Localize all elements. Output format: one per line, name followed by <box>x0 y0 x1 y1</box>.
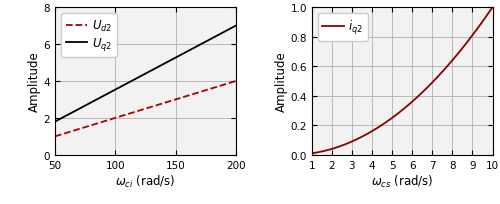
$U_{q2}$ <box>139 75 145 77</box>
$i_{q2}$ <box>490 7 496 9</box>
$U_{d2}$ <box>52 135 58 138</box>
Line: $i_{q2}$: $i_{q2}$ <box>312 8 492 154</box>
$U_{d2}$ <box>233 80 239 83</box>
$U_{d2}$ <box>139 109 145 111</box>
$i_{q2}$ <box>416 94 422 97</box>
Y-axis label: Amplitude: Amplitude <box>28 51 40 112</box>
$i_{q2}$ <box>457 51 463 53</box>
$U_{d2}$ <box>160 103 166 105</box>
$U_{d2}$ <box>150 106 156 108</box>
X-axis label: $\omega_{cs}$ (rad/s): $\omega_{cs}$ (rad/s) <box>371 173 434 189</box>
$i_{q2}$ <box>406 103 412 106</box>
$U_{q2}$ <box>233 25 239 28</box>
$i_{q2}$ <box>396 112 402 115</box>
Line: $U_{d2}$: $U_{d2}$ <box>55 82 236 137</box>
$U_{q2}$ <box>150 69 156 72</box>
$i_{q2}$ <box>394 113 400 115</box>
$i_{q2}$ <box>485 13 491 16</box>
$U_{d2}$ <box>228 82 234 84</box>
$U_{q2}$ <box>52 121 58 123</box>
$i_{q2}$ <box>308 152 314 155</box>
Line: $U_{q2}$: $U_{q2}$ <box>55 27 236 122</box>
$U_{d2}$ <box>138 109 144 112</box>
X-axis label: $\omega_{ci}$ (rad/s): $\omega_{ci}$ (rad/s) <box>115 173 176 189</box>
$U_{d2}$ <box>200 90 206 93</box>
Legend: $U_{d2}$, $U_{q2}$: $U_{d2}$, $U_{q2}$ <box>61 14 116 58</box>
Legend: $i_{q2}$: $i_{q2}$ <box>318 14 368 41</box>
$U_{q2}$ <box>200 42 206 45</box>
$U_{q2}$ <box>228 28 234 30</box>
$U_{q2}$ <box>138 75 144 78</box>
Y-axis label: Amplitude: Amplitude <box>274 51 287 112</box>
$U_{q2}$ <box>160 64 166 66</box>
